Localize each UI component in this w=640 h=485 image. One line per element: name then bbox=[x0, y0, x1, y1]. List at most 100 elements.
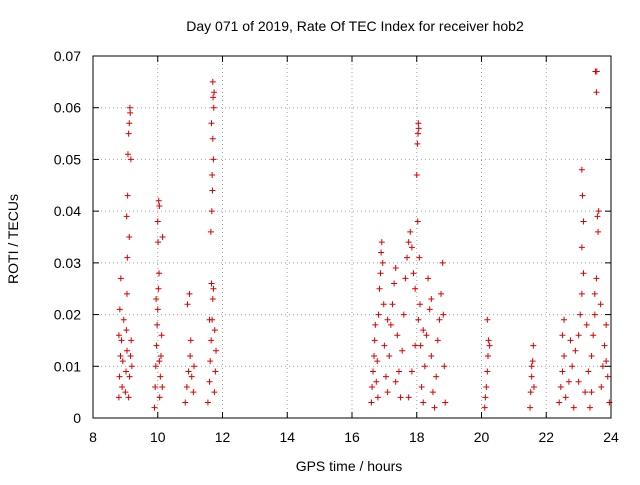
data-point bbox=[528, 373, 535, 380]
y-tick-label: 0.01 bbox=[54, 358, 81, 374]
data-point bbox=[441, 363, 448, 370]
data-point bbox=[369, 383, 376, 390]
data-point bbox=[579, 192, 586, 199]
data-point bbox=[402, 275, 409, 282]
data-point bbox=[484, 368, 491, 375]
data-point bbox=[156, 394, 163, 401]
data-point bbox=[156, 202, 163, 209]
data-point bbox=[123, 327, 130, 334]
data-point bbox=[593, 275, 600, 282]
data-point bbox=[153, 342, 160, 349]
data-point bbox=[124, 254, 131, 261]
data-point bbox=[155, 239, 162, 246]
data-point bbox=[577, 311, 584, 318]
data-point bbox=[187, 337, 194, 344]
y-tick-label: 0.04 bbox=[54, 203, 81, 219]
data-point bbox=[115, 394, 122, 401]
data-point bbox=[394, 332, 401, 339]
data-point bbox=[578, 244, 585, 251]
x-axis-label: GPS time / hours bbox=[296, 458, 403, 474]
data-point bbox=[530, 342, 537, 349]
data-point bbox=[185, 368, 192, 375]
data-point bbox=[408, 244, 415, 251]
data-point bbox=[395, 368, 402, 375]
data-point bbox=[412, 342, 419, 349]
data-point bbox=[381, 342, 388, 349]
data-point bbox=[155, 197, 162, 204]
x-tick-label: 12 bbox=[215, 429, 231, 445]
x-tick-label: 24 bbox=[603, 429, 619, 445]
data-point bbox=[387, 321, 394, 328]
data-point bbox=[384, 389, 391, 396]
data-point bbox=[209, 135, 216, 142]
data-point bbox=[391, 280, 398, 287]
data-point bbox=[410, 270, 417, 277]
data-point bbox=[582, 389, 589, 396]
data-point bbox=[572, 347, 579, 354]
data-point bbox=[527, 404, 534, 411]
data-point bbox=[382, 373, 389, 380]
data-point bbox=[590, 332, 597, 339]
data-point bbox=[591, 311, 598, 318]
data-point bbox=[442, 399, 449, 406]
data-point bbox=[595, 228, 602, 235]
data-point bbox=[123, 290, 130, 297]
data-point bbox=[434, 337, 441, 344]
data-point bbox=[117, 275, 124, 282]
data-point bbox=[585, 368, 592, 375]
data-point bbox=[211, 327, 218, 334]
data-point bbox=[594, 213, 601, 220]
data-point bbox=[561, 316, 568, 323]
data-point bbox=[530, 383, 537, 390]
grid-layer bbox=[93, 56, 611, 418]
data-point bbox=[374, 394, 381, 401]
data-point bbox=[184, 301, 191, 308]
data-point bbox=[124, 192, 131, 199]
data-point bbox=[157, 373, 164, 380]
data-point bbox=[206, 378, 213, 385]
data-point bbox=[191, 363, 198, 370]
data-point bbox=[528, 363, 535, 370]
data-point bbox=[561, 352, 568, 359]
data-point bbox=[119, 383, 126, 390]
data-point bbox=[368, 399, 375, 406]
data-point bbox=[208, 280, 215, 287]
y-tick-label: 0 bbox=[73, 410, 81, 426]
data-point bbox=[207, 228, 214, 235]
data-point bbox=[154, 218, 161, 225]
data-point bbox=[154, 321, 161, 328]
data-point bbox=[127, 109, 134, 116]
data-point bbox=[127, 352, 134, 359]
y-tick-label: 0.03 bbox=[54, 255, 81, 271]
data-point bbox=[212, 368, 219, 375]
data-point bbox=[209, 187, 216, 194]
data-point bbox=[375, 311, 382, 318]
data-point bbox=[370, 368, 377, 375]
data-point bbox=[408, 368, 415, 375]
data-point bbox=[373, 378, 380, 385]
y-tick-label: 0.02 bbox=[54, 307, 81, 323]
data-point bbox=[425, 275, 432, 282]
data-point bbox=[440, 311, 447, 318]
data-point bbox=[183, 383, 190, 390]
data-point bbox=[593, 89, 600, 96]
axes-layer: 8 10 12 14 16 18 20 22 24 0 0.01 0.02 0.03 0.04 0.05 0.… bbox=[54, 48, 619, 445]
data-point bbox=[583, 321, 590, 328]
x-tick-label: 20 bbox=[474, 429, 490, 445]
data-point bbox=[208, 208, 215, 215]
data-point bbox=[415, 130, 422, 137]
y-tick-label: 0.05 bbox=[54, 151, 81, 167]
data-point bbox=[120, 316, 127, 323]
data-point bbox=[374, 358, 381, 365]
data-point bbox=[420, 327, 427, 334]
y-axis-label: ROTI / TECUs bbox=[5, 194, 21, 284]
data-point bbox=[151, 404, 158, 411]
data-point bbox=[125, 394, 132, 401]
data-point bbox=[603, 321, 610, 328]
data-point bbox=[371, 352, 378, 359]
data-point bbox=[210, 104, 217, 111]
data-point bbox=[210, 156, 217, 163]
data-point bbox=[580, 270, 587, 277]
y-tick-label: 0.07 bbox=[54, 48, 81, 64]
data-point bbox=[593, 68, 600, 75]
